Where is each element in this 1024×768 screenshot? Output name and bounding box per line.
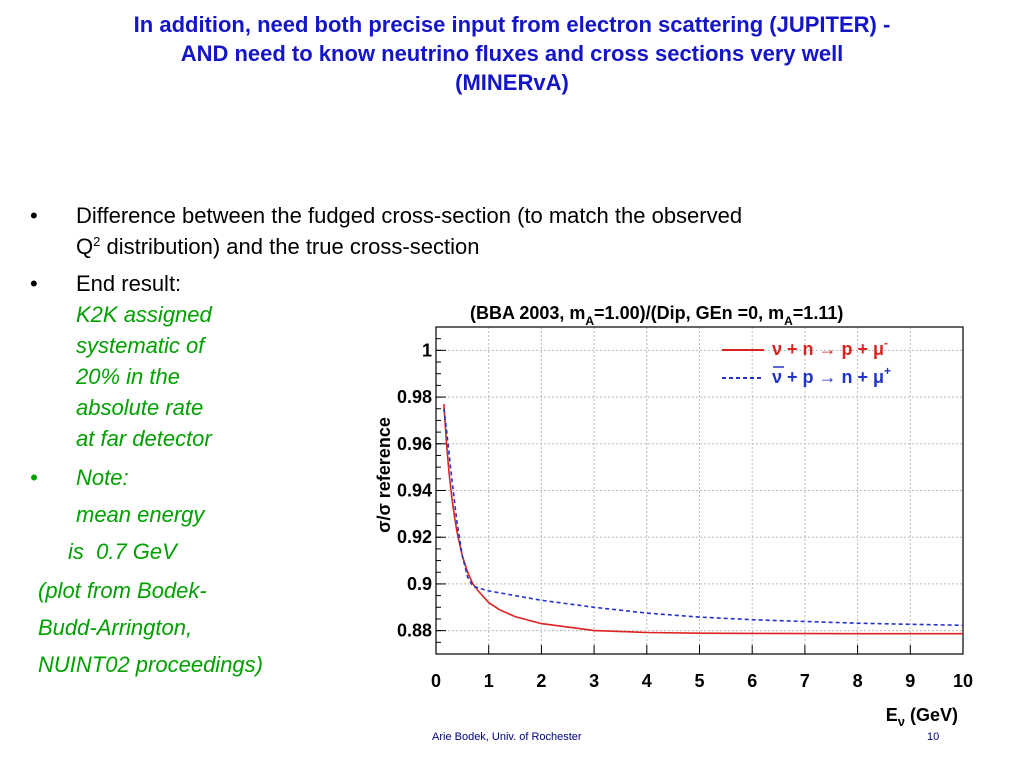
x-tick-label: 2 (536, 671, 546, 691)
note-heading: Note: (76, 465, 129, 490)
plot-source-line-1: (plot from Bodek- (38, 578, 207, 603)
bullet-marker: • (30, 465, 38, 490)
plot-source-line-3: NUINT02 proceedings) (38, 652, 263, 677)
title-line-1: In addition, need both precise input fro… (133, 12, 891, 37)
title-line-3: (MINERvA) (455, 70, 569, 95)
bullet-marker: • (30, 203, 38, 228)
chart-series (443, 404, 964, 635)
x-tick-label: 4 (642, 671, 652, 691)
k2k-line-4: absolute rate (76, 395, 204, 420)
q-superscript: 2 (93, 234, 101, 249)
slide-title: In addition, need both precise input fro… (10, 10, 1014, 97)
chart-title: (BBA 2003, mA=1.00)/(Dip, GEn =0, mA=1.1… (470, 303, 843, 328)
note-mean-energy: mean energy (76, 502, 205, 527)
footer-author: Arie Bodek, Univ. of Rochester (432, 731, 582, 743)
y-tick-label: 1 (422, 340, 432, 360)
x-tick-label: 3 (589, 671, 599, 691)
legend-label-1: ν + n → p + μ- (772, 336, 888, 359)
x-tick-label: 6 (747, 671, 757, 691)
k2k-line-1: K2K assigned (76, 302, 212, 327)
y-tick-label: 0.92 (397, 527, 432, 547)
x-tick-label: 7 (800, 671, 810, 691)
x-axis-label: Eν (GeV) (886, 705, 958, 729)
x-tick-label: 9 (905, 671, 915, 691)
y-axis-label: σ/σ reference (374, 417, 394, 533)
bullet-1-line-2-text: distribution) and the true cross-section (100, 234, 480, 259)
bullet-2-heading: End result: (76, 271, 182, 296)
x-tick-label: 5 (694, 671, 704, 691)
x-tick-label: 1 (484, 671, 494, 691)
title-line-2: AND need to know neutrino fluxes and cro… (180, 41, 844, 66)
y-tick-label: 0.94 (397, 481, 432, 501)
footer-page-number: 10 (927, 731, 940, 743)
series-line-1 (443, 404, 963, 635)
k2k-line-5: at far detector (76, 426, 212, 451)
y-tick-label: 0.9 (407, 574, 432, 594)
y-tick-label: 0.96 (397, 434, 432, 454)
k2k-line-2: systematic of (76, 333, 205, 358)
bullet-marker: • (30, 271, 38, 296)
chart-legend: ν + n → p + μ-ν + p → n + μ+ (722, 336, 891, 387)
bullet-1-line-1: Difference between the fudged cross-sect… (76, 203, 743, 228)
x-tick-label: 8 (853, 671, 863, 691)
bullet-1-line-2: Q2 distribution) and the true cross-sect… (76, 231, 479, 262)
y-tick-label: 0.88 (397, 621, 432, 641)
k2k-line-3: 20% in the (76, 364, 180, 389)
note-energy-value: is 0.7 GeV (68, 539, 177, 564)
legend-label-2: ν + p → n + μ+ (772, 364, 891, 387)
q-symbol: Q (76, 234, 94, 259)
cross-section-ratio-chart: (BBA 2003, mA=1.00)/(Dip, GEn =0, mA=1.1… (374, 303, 973, 729)
chart-ticks: 0 1 2 3 4 5 6 7 8 9 10 0.88 0.9 0.92 0.94 0.96 0.98 1 (397, 326, 973, 691)
y-tick-label: 0.98 (397, 387, 432, 407)
plot-source-line-2: Budd-Arrington, (38, 615, 193, 640)
x-tick-label: 0 (431, 671, 441, 691)
series-line-2 (443, 408, 964, 627)
x-tick-label: 10 (953, 671, 973, 691)
